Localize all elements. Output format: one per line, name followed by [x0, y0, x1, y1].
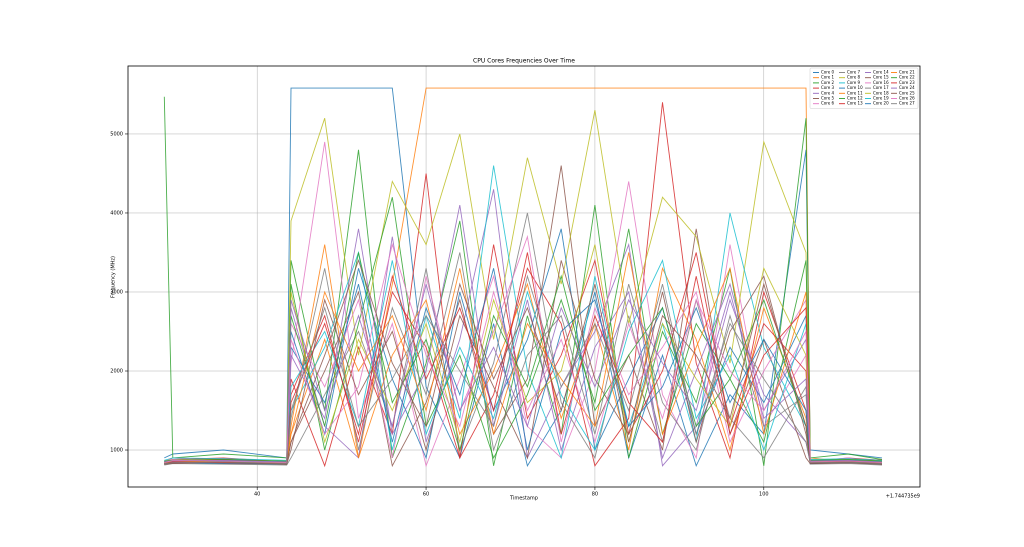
legend-label: Core 27	[899, 101, 915, 106]
series-line	[164, 283, 883, 463]
legend-label: Core 3	[821, 85, 835, 90]
legend-label: Core 10	[847, 85, 863, 90]
x-tick-label: 60	[423, 492, 429, 498]
plot-lines	[163, 87, 883, 468]
legend-label: Core 19	[873, 96, 889, 101]
x-tick-label: 40	[254, 492, 260, 498]
series-line	[164, 260, 883, 465]
series-line	[164, 212, 883, 466]
legend-label: Core 21	[899, 70, 915, 75]
y-tick-label: 2000	[110, 369, 123, 375]
legend-label: Core 24	[899, 85, 915, 90]
legend-label: Core 11	[847, 90, 863, 95]
legend-label: Core 0	[821, 70, 835, 75]
legend-label: Core 4	[821, 90, 835, 95]
legend-label: Core 6	[821, 101, 835, 106]
legend-label: Core 22	[899, 75, 915, 80]
axes-frame	[127, 65, 921, 488]
series-line	[164, 274, 883, 464]
x-offset-text: +1.744735e9	[886, 494, 920, 500]
legend-label: Core 1	[821, 75, 835, 80]
legend-label: Core 14	[873, 70, 889, 75]
chart-title: CPU Cores Frequencies Over Time	[473, 58, 575, 65]
legend-label: Core 9	[847, 80, 861, 85]
legend-label: Core 15	[873, 75, 889, 80]
y-axis-label: Frequency (MHz)	[111, 256, 117, 298]
series-line	[164, 244, 883, 465]
legend-label: Core 16	[873, 80, 889, 85]
y-tick-label: 3000	[110, 289, 123, 295]
legend-label: Core 12	[847, 96, 863, 101]
legend-label: Core 25	[899, 90, 915, 95]
x-tick-label: 80	[592, 492, 598, 498]
series-line	[164, 259, 883, 465]
legend-label: Core 2	[821, 80, 835, 85]
series-line	[164, 252, 883, 464]
legend-label: Core 7	[847, 70, 861, 75]
series-line	[164, 259, 883, 463]
y-tick-label: 1000	[110, 448, 123, 454]
series-line	[164, 242, 883, 464]
y-tick-label: 5000	[110, 131, 123, 137]
legend-label: Core 13	[847, 101, 863, 106]
y-tick-label: 4000	[110, 210, 123, 216]
legend-label: Core 8	[847, 75, 861, 80]
legend-label: Core 17	[873, 85, 889, 90]
legend-label: Core 23	[899, 80, 915, 85]
legend-label: Core 5	[821, 96, 835, 101]
series-line	[164, 110, 883, 462]
x-axis-label: Timestamp	[509, 496, 538, 502]
x-tick-label: 100	[759, 492, 769, 498]
legend-label: Core 18	[873, 90, 889, 95]
legend-label: Core 20	[873, 101, 889, 106]
legend-label: Core 26	[899, 96, 915, 101]
